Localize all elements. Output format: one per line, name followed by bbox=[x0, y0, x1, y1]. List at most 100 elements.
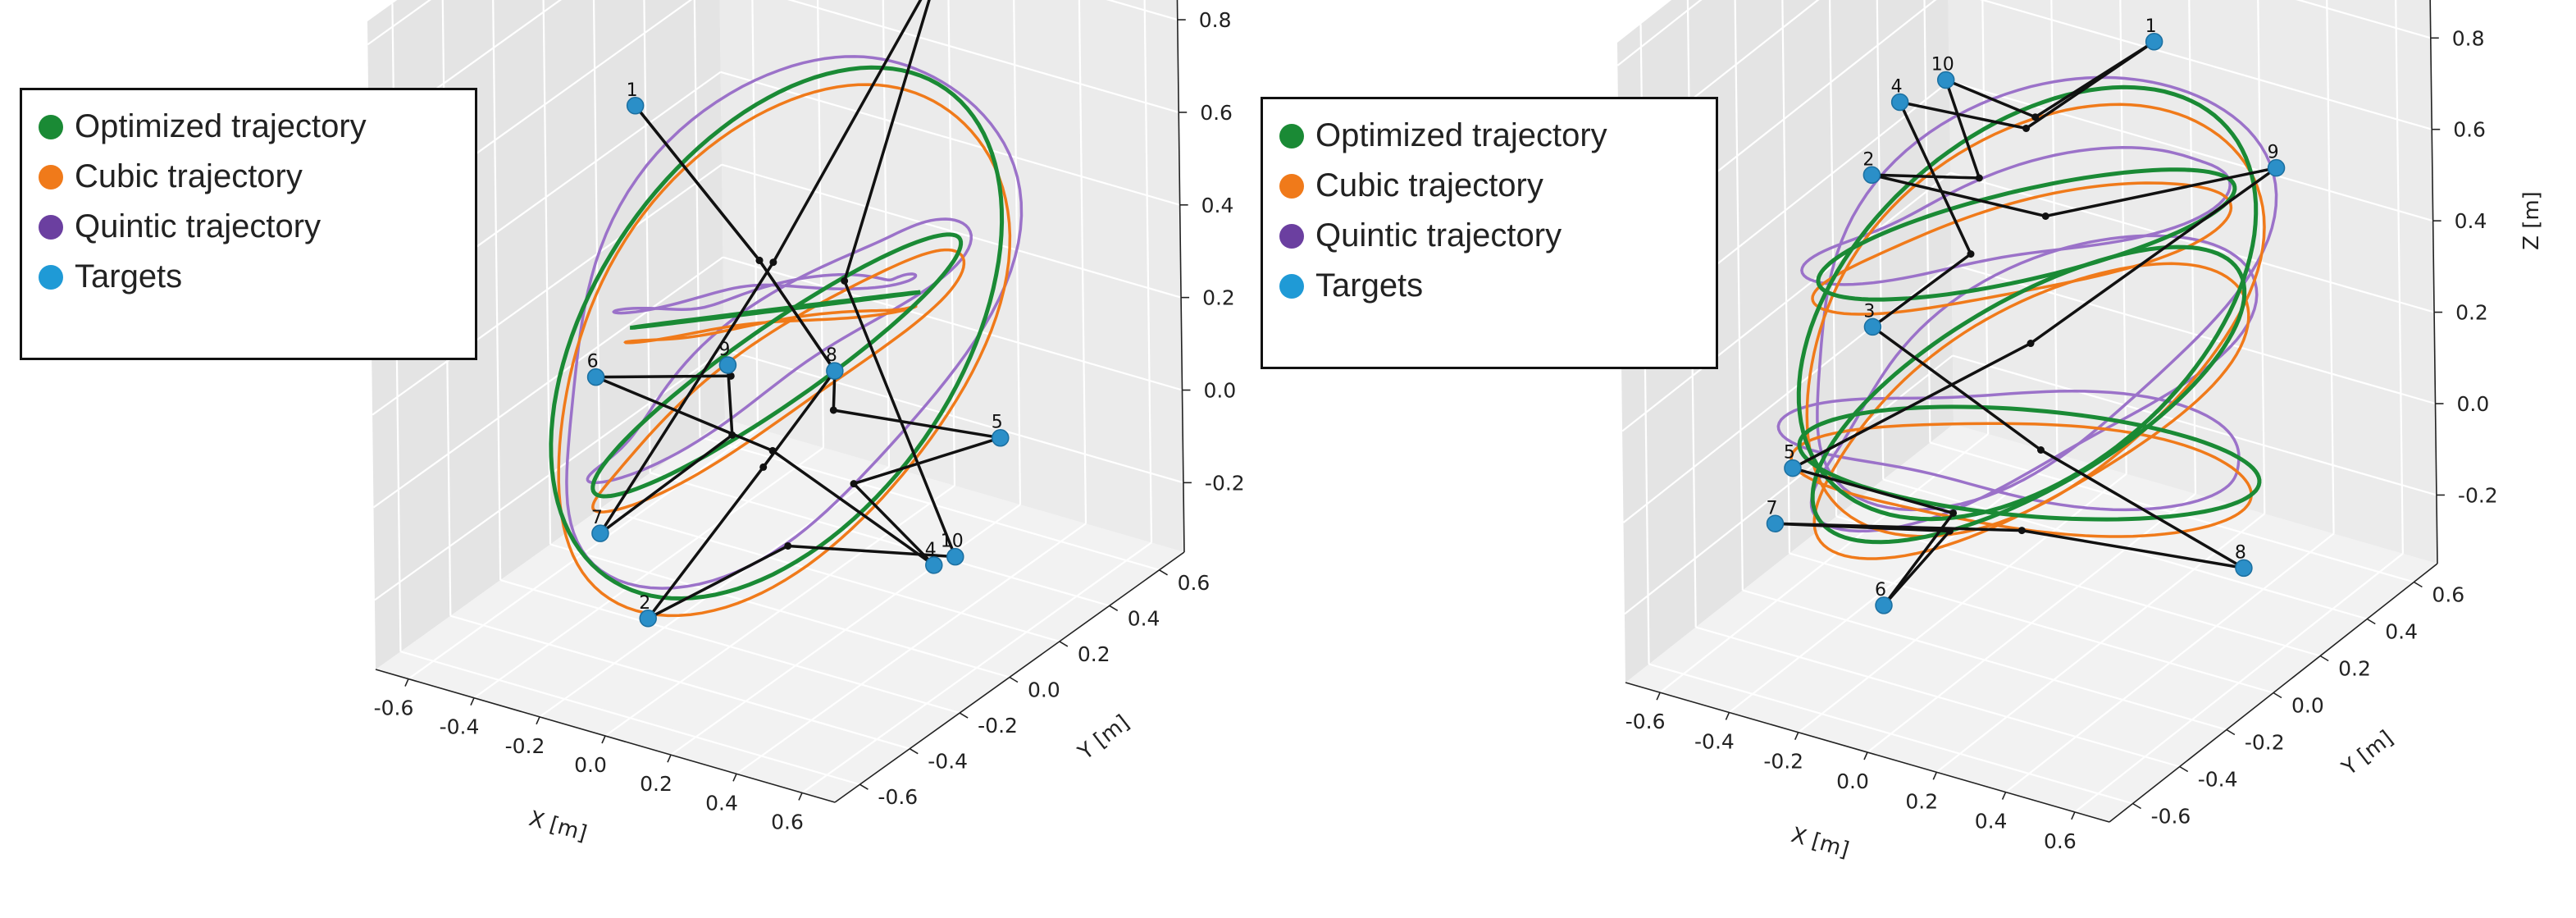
gridline bbox=[1789, 552, 2274, 694]
y-tick-label: 0.6 bbox=[2432, 583, 2464, 607]
gridline bbox=[1143, 0, 1153, 543]
y-tick-label: 0.0 bbox=[2291, 694, 2324, 718]
target-point bbox=[591, 524, 609, 542]
gridline bbox=[592, 0, 601, 509]
y-tick-label: 0.2 bbox=[2338, 657, 2371, 681]
gridline bbox=[1648, 663, 2133, 805]
gridline bbox=[372, 163, 723, 416]
legend-swatch-quintic bbox=[1279, 223, 1304, 249]
x-tick-label: 0.2 bbox=[640, 772, 672, 796]
legend-item-optimized: Optimized trajectory bbox=[1279, 111, 1699, 161]
z-tick-label: 0.8 bbox=[2452, 26, 2485, 50]
y-tick-label: -0.2 bbox=[978, 714, 1018, 738]
y-tick-mark bbox=[859, 783, 869, 790]
target-label: 4 bbox=[1891, 77, 1903, 98]
gridline bbox=[2326, 0, 2335, 534]
gridline bbox=[693, 0, 701, 437]
gridline bbox=[723, 349, 1184, 484]
path-waypoint bbox=[1975, 174, 1983, 182]
gridline bbox=[2050, 0, 2059, 454]
gridline bbox=[1949, 80, 2433, 222]
path-waypoint bbox=[841, 276, 849, 285]
target-point bbox=[826, 362, 844, 380]
target-point bbox=[1766, 514, 1785, 532]
y-axis-label: Y [m] bbox=[1074, 710, 1134, 765]
x-tick-label: 0.4 bbox=[1975, 810, 2008, 834]
legend-label-targets: Targets bbox=[75, 258, 183, 295]
target-point bbox=[925, 556, 943, 574]
x-tick-label: 0.0 bbox=[574, 753, 607, 777]
target-point bbox=[1890, 93, 1909, 112]
gridline bbox=[542, 0, 552, 545]
x-tick-label: 0.6 bbox=[2044, 829, 2077, 853]
x-tick-mark bbox=[2071, 811, 2076, 820]
x-tick-mark bbox=[1656, 692, 1661, 701]
path-waypoint bbox=[2027, 340, 2035, 348]
x-tick-label: -0.2 bbox=[1763, 750, 1803, 774]
gridline bbox=[372, 256, 724, 509]
path-waypoint bbox=[755, 256, 764, 264]
gridline bbox=[400, 651, 860, 786]
gridline bbox=[2188, 0, 2197, 495]
z-tick-label: -0.2 bbox=[1205, 471, 1245, 495]
y-tick-mark bbox=[1109, 605, 1119, 612]
legend-swatch-optimized bbox=[39, 114, 63, 139]
legend-swatch-quintic bbox=[39, 214, 63, 240]
z-axis-line bbox=[2429, 0, 2438, 564]
path-waypoint bbox=[2036, 446, 2045, 454]
gridline bbox=[1923, 0, 1931, 443]
target-point bbox=[2235, 559, 2253, 578]
target-label: 9 bbox=[718, 340, 730, 360]
gridline bbox=[1621, 171, 1951, 432]
legend-label-cubic: Cubic trajectory bbox=[75, 158, 303, 194]
x-tick-label: -0.4 bbox=[440, 715, 480, 739]
x-tick-mark bbox=[1725, 712, 1730, 720]
target-label: 5 bbox=[1784, 443, 1795, 464]
y-tick-label: -0.4 bbox=[928, 750, 968, 774]
target-point bbox=[1863, 317, 1882, 336]
y-tick-label: 0.6 bbox=[1178, 571, 1210, 595]
y-tick-mark bbox=[1059, 641, 1069, 647]
legend-item-cubic: Cubic trajectory bbox=[1279, 161, 1699, 211]
gridline bbox=[2395, 0, 2404, 554]
z-tick-label: 0.2 bbox=[2455, 301, 2488, 325]
x-tick-mark bbox=[798, 792, 803, 801]
gridline bbox=[1952, 354, 2437, 496]
x-tick-mark bbox=[404, 678, 409, 687]
legend-item-targets: Targets bbox=[39, 252, 458, 302]
target-label: 4 bbox=[925, 540, 937, 560]
y-tick-mark bbox=[2273, 692, 2282, 699]
y-tick-mark bbox=[909, 747, 919, 755]
gridline bbox=[492, 0, 502, 581]
gridline bbox=[643, 0, 651, 473]
x-tick-label: -0.2 bbox=[505, 734, 545, 758]
y-tick-mark bbox=[1159, 569, 1168, 576]
path-waypoint bbox=[829, 406, 837, 414]
target-point bbox=[992, 428, 1010, 447]
legend-swatch-cubic bbox=[39, 164, 63, 190]
target-label: 6 bbox=[1875, 580, 1886, 601]
y-tick-mark bbox=[2132, 802, 2141, 810]
y-tick-label: 0.2 bbox=[1078, 642, 1110, 666]
gridline bbox=[1930, 441, 2414, 583]
legend-label-targets: Targets bbox=[1315, 267, 1424, 304]
quintic-trajectory bbox=[1776, 390, 2241, 512]
chart-panel-1: -0.6 -0.4 -0.2 0.0 0.2 0.4 0.6 -0.6 -0.4 -0.2 0.0 0… bbox=[367, 0, 1245, 847]
target-point bbox=[1862, 166, 1881, 184]
z-tick-label: 0.6 bbox=[2453, 118, 2486, 142]
gridline bbox=[1742, 589, 2227, 731]
legend-item-quintic: Quintic trajectory bbox=[39, 202, 458, 252]
legend-swatch-cubic bbox=[1279, 173, 1304, 199]
target-label: 8 bbox=[2235, 542, 2246, 563]
y-tick-label: 0.4 bbox=[1128, 606, 1160, 630]
path-waypoint bbox=[759, 463, 768, 471]
legend-label-quintic: Quintic trajectory bbox=[75, 208, 321, 244]
path-waypoint bbox=[850, 480, 858, 488]
y-tick-label: -0.6 bbox=[878, 785, 918, 809]
legend-label-cubic: Cubic trajectory bbox=[1315, 167, 1543, 203]
legend-item-optimized: Optimized trajectory bbox=[39, 102, 458, 152]
path-waypoint bbox=[769, 258, 777, 267]
legend-item-cubic: Cubic trajectory bbox=[39, 152, 458, 202]
gridline bbox=[700, 436, 1160, 571]
gridline bbox=[600, 507, 1060, 642]
